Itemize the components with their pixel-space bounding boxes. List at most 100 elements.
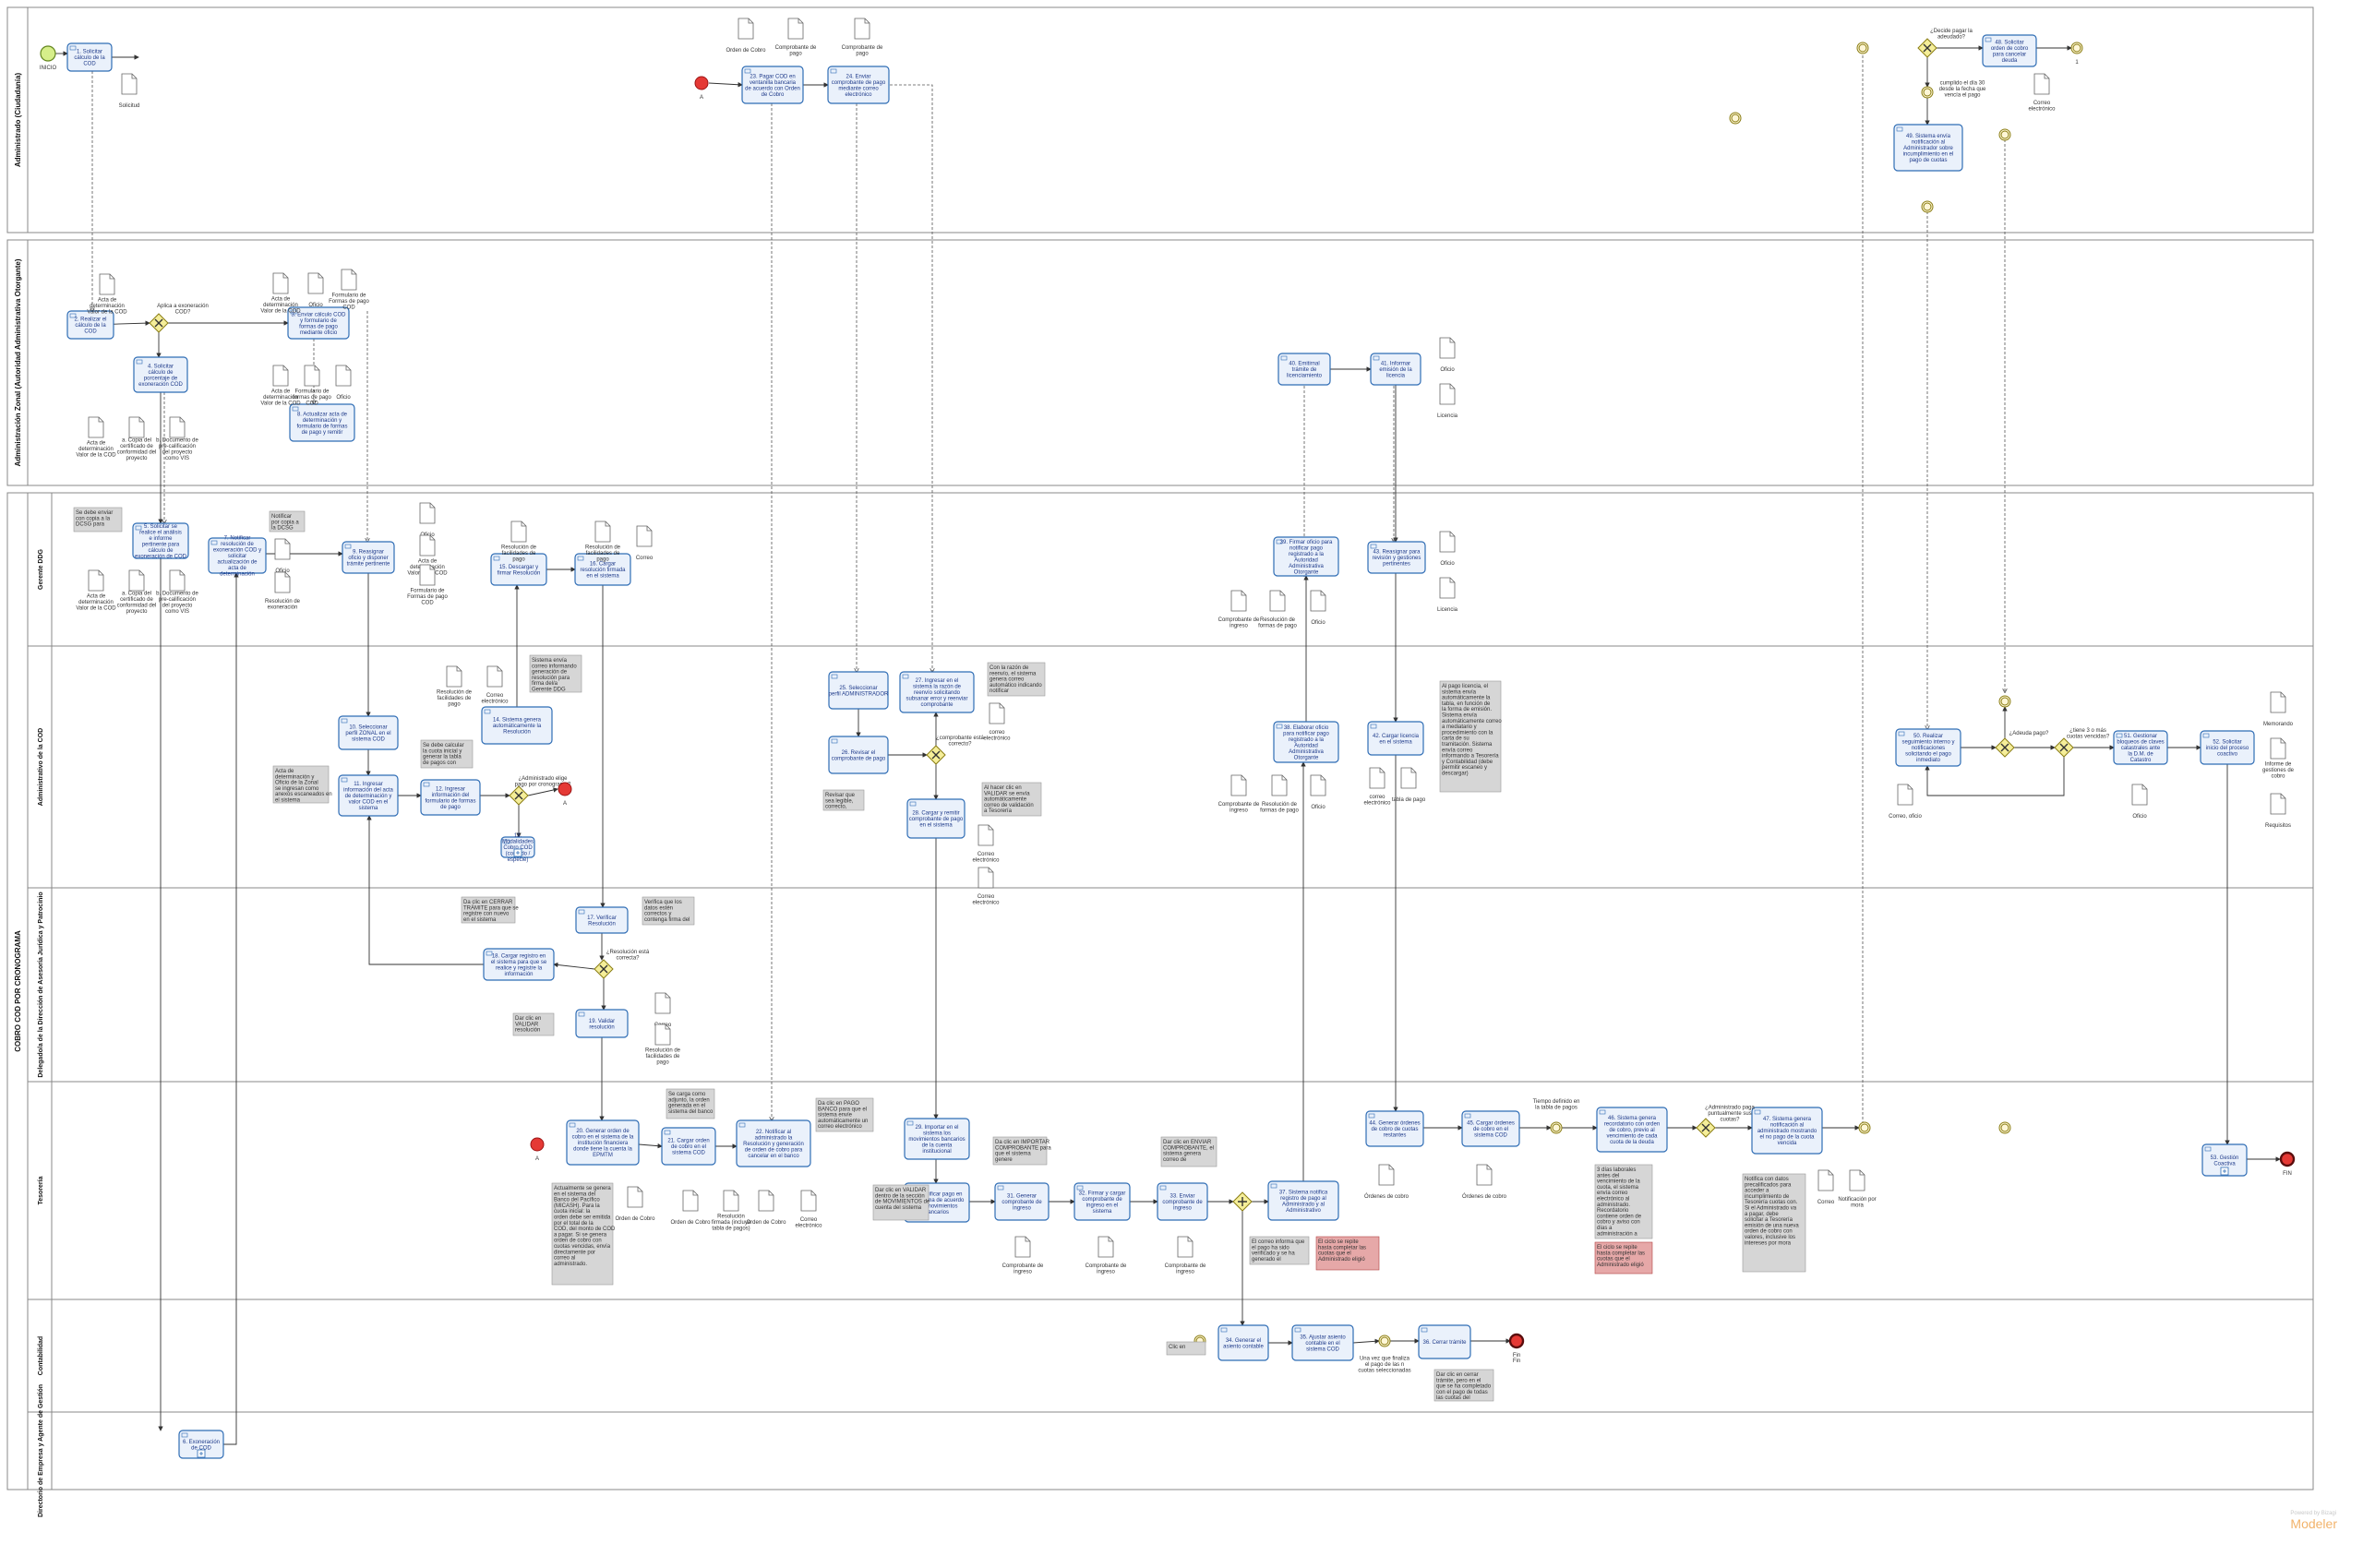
gateway-g7[interactable]: ¿Decide pagar la adeudado? (1917, 29, 1973, 58)
task-t46[interactable]: 46. Sistema genera recordatorio con orden… (1596, 1107, 1668, 1153)
task-t48[interactable]: 48. Solicitar orden de cobro para cancelar… (1982, 34, 2037, 67)
task-type-icon (486, 951, 493, 956)
exclusive-x-icon (1923, 43, 1932, 53)
task-t22[interactable]: 22. Notificar al administrado la Resolució… (736, 1119, 811, 1167)
task-t9[interactable]: 9. Reasignar oficio y disponer trámite per… (342, 541, 395, 574)
gateway-g1[interactable]: Aplica a exoneración COD? (149, 304, 209, 333)
task-t40[interactable]: 40. Emitirnal trámite de licenciamiento (1277, 353, 1331, 386)
exclusive-x-icon (514, 791, 523, 800)
task-t14[interactable]: 14. Sistema genera automáticamente la Reso… (481, 706, 553, 745)
task-t5[interactable]: 5. Solicitar se realice el análisis e info… (132, 522, 189, 559)
task-t39[interactable]: 39. Firmar oficio para notificar pago regi… (1273, 536, 1339, 577)
task-t6[interactable]: 6. Exoneración de COD (178, 1430, 224, 1459)
gateway-g3[interactable]: ¿Resolución está correcta? (594, 950, 650, 979)
exclusive-x-icon (1701, 1123, 1710, 1132)
document-icon: Formulario de Formas de pago COD (329, 269, 370, 311)
task-t27[interactable]: 27. Ingresar en el sistema la razón de ree… (899, 671, 975, 713)
document-icon: tabla de pago (1392, 767, 1426, 803)
task-t26[interactable]: 26. Revisar el comprobante de pago (828, 736, 889, 774)
gateway-g9[interactable]: ¿tiene 3 o más cuotas vencidas? (2054, 728, 2110, 758)
document-icon: Oficio (274, 538, 291, 574)
task-t50[interactable]: 50. Realizar seguimiento interno y notific… (1895, 728, 1961, 767)
task-t4[interactable]: 4. Solicitar cálculo de porcentaje de exone… (133, 356, 188, 393)
sequence-flow (708, 82, 743, 88)
task-t2[interactable]: 2. Realizar el cálculo de la COD (66, 310, 114, 340)
gateway-g8[interactable]: ¿Adeuda pago? (1995, 731, 2049, 758)
task-t41[interactable]: 41. Informar emisión de la licencia (1370, 353, 1421, 386)
task-t15[interactable]: 15. Descargar y firmar Resolución (490, 553, 547, 586)
task-t10[interactable]: 10. Seleccionar perfil ZONAL en el sistema… (338, 715, 399, 750)
task-t19[interactable]: 19. Validar resolución (575, 1009, 629, 1038)
task-t49[interactable]: 49. Sistema envía notificación al Administ… (1893, 124, 1963, 172)
task-t42[interactable]: 42. Cargar licencia en el sistema (1367, 721, 1424, 756)
task-t37[interactable]: 37. Sistema notifica registro de pago al A… (1267, 1180, 1339, 1221)
task-t8[interactable]: 8. Actualizar acta de determinación y form… (289, 403, 355, 442)
annotation-note: Se debe calcular la cuota inicial y genera… (420, 739, 474, 769)
svg-text:Oficio: Oficio (336, 395, 351, 401)
annotation-note: Al pago licencia, el sistema envía automát… (1439, 680, 1502, 793)
gateway-g4[interactable]: ¿comprobante está correcto? (926, 736, 985, 765)
task-t1[interactable]: 1. Solicitar cálculo de la COD (66, 42, 113, 72)
task-t36[interactable]: 36. Cerrar trámite (1418, 1324, 1471, 1359)
document-icon: Correo electrónico (972, 824, 1000, 863)
gateway-g2[interactable]: ¿Administrado elige pago por cronograma? (509, 776, 571, 806)
task-t34[interactable]: 34. Generar el asiento contable (1217, 1324, 1269, 1361)
task-t24[interactable]: 24. Enviar comprobante de pago mediante co… (827, 66, 890, 104)
task-type-icon (569, 1122, 576, 1128)
gateway-g6[interactable]: ¿Administrado paga puntualmente sus cuotas… (1696, 1106, 1756, 1138)
sequence-flow (366, 815, 484, 965)
task-t21[interactable]: 21. Cargar orden de cobro en el sistema CO… (661, 1127, 716, 1166)
task-t18[interactable]: 18. Cargar registro en el sistema para qu… (483, 948, 555, 981)
pool-administrado: Administrado (Ciudadanía) (6, 6, 2314, 233)
task-t11[interactable]: 11. Ingresar información del acta de deter… (338, 774, 399, 817)
task-t17[interactable]: 17. Verificar Resolución (575, 906, 629, 934)
task-t12[interactable]: 12. Ingresar información del formulario de… (420, 779, 481, 816)
task-t3[interactable]: 3. Enviar cálculo COD y formulario de form… (287, 306, 350, 340)
task-type-icon (341, 777, 348, 783)
task-type-icon (997, 1185, 1004, 1191)
task-t32[interactable]: 32. Firmar y cargar comprobante de ingreso… (1074, 1182, 1131, 1221)
task-t20[interactable]: 20. Generar orden de cobro en el sistema … (566, 1119, 640, 1166)
gateway-g5[interactable] (1232, 1191, 1253, 1212)
task-t33[interactable]: 33. Enviar comprobante de ingreso (1157, 1182, 1208, 1221)
task-t47[interactable]: 47. Sistema genera notificación al adminis… (1751, 1107, 1823, 1155)
document-icon: Correo electrónico (481, 665, 509, 705)
task-t28[interactable]: 28. Cargar y remitir comprobante de pago e… (906, 798, 966, 839)
task-type-icon (1464, 1113, 1471, 1119)
task-t52[interactable]: 52. Solicitar inicio del proceso coactivo (2200, 730, 2255, 765)
task-t35[interactable]: 35. Ajustar asiento contable en el sistema… (1291, 1324, 1354, 1361)
task-t38[interactable]: 38. Elaborar oficio para notificar pago re… (1273, 721, 1339, 763)
task-t31[interactable]: 31. Generar comprobante de ingreso (994, 1182, 1050, 1221)
task-t25[interactable]: 25. Seleccionar perfil ADMINISTRADOR (828, 671, 889, 710)
document-icon: correo electrónico (1363, 767, 1391, 806)
task-t16[interactable]: 16. Cargar resolución firmada en el sistem… (574, 553, 631, 586)
task-t53[interactable]: 53. Gestión Coactiva (2201, 1143, 2248, 1177)
task-t44[interactable]: 44. Generar órdenes de cobro de cuotas res… (1365, 1110, 1424, 1147)
watermark-brand: Modeler (2290, 1516, 2337, 1531)
document-icon: Orden de Cobro (746, 1190, 786, 1226)
task-t23[interactable]: 23. Pagar COD en ventanilla bancaria de ac… (741, 66, 804, 104)
task-t29[interactable]: 29. Importar en el sistema los movimientos… (904, 1118, 970, 1160)
task-t7[interactable]: 7. Notificar resolución de exoneración COD… (208, 536, 267, 578)
svg-text:Orden de Cobro: Orden de Cobro (746, 1220, 786, 1226)
task-t45[interactable]: 45. Cargar órdenes de cobro en el sistema … (1461, 1110, 1520, 1147)
task-t51[interactable]: 51. Gestionar bloqueos de claves catastral… (2113, 730, 2168, 765)
intermediate-event (1550, 1121, 1563, 1134)
task-t43[interactable]: 43. Reasignar para revisión y gestiones pe… (1367, 541, 1426, 574)
document-icon: Oficio (335, 365, 352, 401)
annotation-note: Dar clic en cerrar trámite, pero en el que… (1433, 1369, 1494, 1402)
